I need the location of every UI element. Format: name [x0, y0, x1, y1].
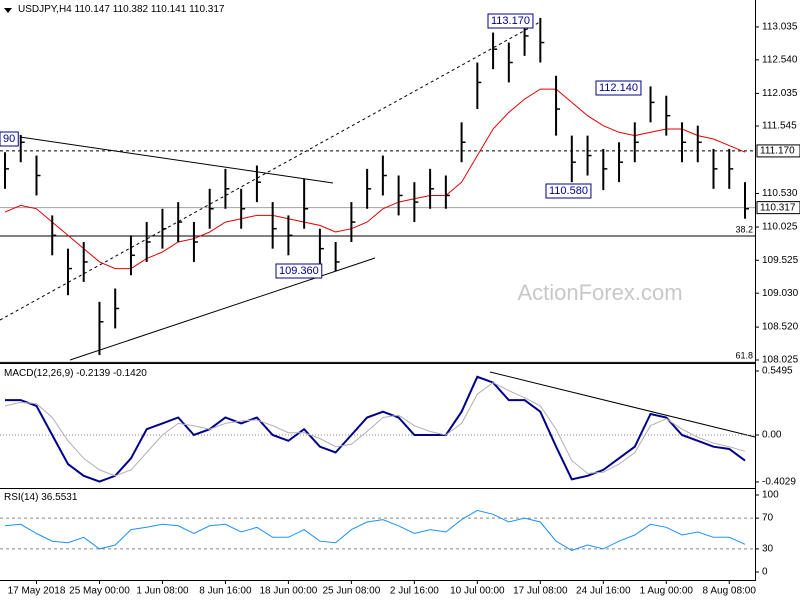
- annotation-label: 110.580: [549, 185, 588, 197]
- trendline: [19, 136, 334, 184]
- x-tick-label: 1 Jun 08:00: [136, 586, 189, 597]
- y-tick-label: -0.4029: [762, 477, 796, 488]
- y-tick-label: 0.00: [762, 430, 782, 441]
- price-box-label: 110.317: [760, 202, 796, 213]
- x-tick-label: 8 Jun 16:00: [199, 586, 252, 597]
- annotation-box: [487, 13, 534, 29]
- y-tick-label: 0: [762, 567, 768, 578]
- y-tick-label: 111.545: [762, 121, 797, 132]
- x-tick-label: 1 Aug 00:00: [640, 586, 694, 597]
- annotation-box: [545, 183, 592, 199]
- annotation-label: 112.140: [599, 82, 638, 94]
- x-tick-label: 8 Aug 08:00: [703, 586, 757, 597]
- y-tick-label: 108.520: [762, 322, 799, 333]
- y-tick-label: 110.530: [762, 188, 798, 199]
- symbol-header: USDJPY,H4 110.147 110.382 110.141 110.31…: [18, 4, 225, 15]
- y-tick-label: 30: [762, 544, 774, 555]
- x-tick-label: 25 May 00:00: [69, 586, 130, 597]
- fib-label: 61.8: [735, 351, 753, 361]
- y-tick-label: 100: [762, 490, 779, 501]
- annotation-box: [0, 131, 19, 147]
- y-tick-label: 110.025: [762, 222, 798, 233]
- macd-value: -0.2139: [76, 368, 110, 379]
- fib-label: 38.2: [735, 224, 753, 234]
- trendline: [69, 257, 376, 361]
- ohlc-close: 110.317: [189, 4, 225, 15]
- watermark: ActionForex.com: [517, 280, 682, 305]
- y-tick-label: 0.5495: [762, 366, 793, 377]
- x-tick-label: 25 Jun 08:00: [322, 586, 380, 597]
- macd-signal: -0.1420: [113, 368, 147, 379]
- price-box: [756, 144, 800, 158]
- macd-title: MACD(12,26,9): [4, 368, 73, 379]
- rsi-value: 36.5531: [41, 492, 78, 503]
- indicator-line: [4, 509, 746, 551]
- macd-header: MACD(12,26,9) -0.2139 -0.1420: [4, 368, 147, 379]
- annotation-label: 113.170: [491, 15, 530, 27]
- x-tick-label: 24 Jul 16:00: [576, 586, 631, 597]
- rsi-title: RSI(14): [4, 492, 38, 503]
- annotation-label: 90: [3, 133, 15, 145]
- menu-arrow[interactable]: [4, 8, 12, 13]
- annotation-label: 109.360: [279, 265, 319, 277]
- ohlc-high: 110.382: [113, 4, 149, 15]
- rsi-header: RSI(14) 36.5531: [4, 492, 78, 503]
- annotation-box: [595, 80, 642, 96]
- symbol: USDJPY,H4: [18, 4, 72, 15]
- x-tick-label: 10 Jul 00:00: [450, 586, 505, 597]
- moving-average: [4, 88, 746, 270]
- ohlc-open: 110.147: [75, 4, 111, 15]
- price-box: [756, 201, 800, 215]
- y-tick-label: 112.035: [762, 88, 798, 99]
- annotation-box: [275, 263, 323, 279]
- y-tick-label: 112.540: [762, 54, 798, 65]
- y-tick-label: 70: [762, 513, 774, 524]
- indicator-line: [5, 375, 746, 483]
- y-tick-label: 109.030: [762, 288, 799, 299]
- y-tick-label: 113.035: [762, 22, 798, 33]
- price-box-label: 111.170: [760, 146, 795, 157]
- x-tick-label: 2 Jul 16:00: [390, 586, 439, 597]
- channel-line: [0, 21, 541, 321]
- y-tick-label: 108.025: [762, 355, 799, 366]
- macd-trendline: [489, 371, 756, 438]
- ohlc-low: 110.141: [151, 4, 187, 15]
- y-tick-label: 109.525: [762, 255, 799, 266]
- x-tick-label: 17 May 2018: [8, 586, 66, 597]
- x-tick-label: 18 Jun 00:00: [259, 586, 317, 597]
- indicator-line: [4, 382, 746, 477]
- x-tick-label: 17 Jul 08:00: [513, 586, 568, 597]
